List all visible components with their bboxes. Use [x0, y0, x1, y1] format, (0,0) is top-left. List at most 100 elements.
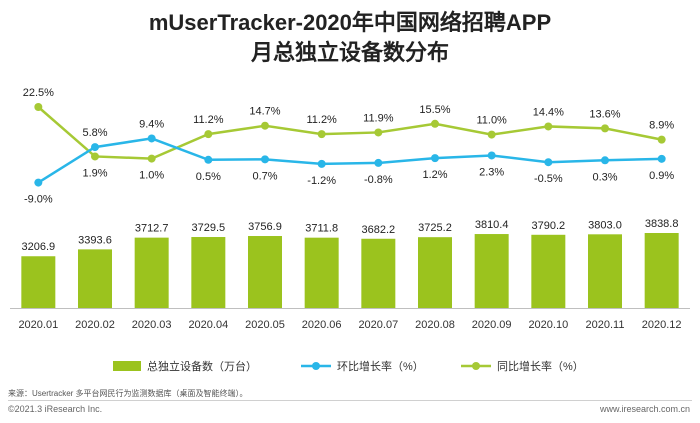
mom-point	[657, 154, 666, 163]
footer-divider	[8, 400, 692, 401]
yoy-value-label: 11.2%	[306, 114, 337, 126]
yoy-point	[34, 103, 43, 111]
yoy-value-label: 1.9%	[82, 167, 107, 179]
mom-value-label: -0.5%	[534, 173, 563, 185]
yoy-point	[147, 154, 156, 163]
legend-yoy-label: 同比增长率（%）	[497, 359, 584, 373]
mom-point	[431, 154, 439, 163]
bar	[588, 234, 622, 308]
yoy-point	[91, 152, 99, 161]
mom-value-label: 0.3%	[592, 171, 617, 183]
bar	[304, 237, 339, 308]
x-tick-label: 2020.09	[472, 319, 512, 331]
yoy-value-label: 22.5%	[23, 87, 54, 99]
mom-value-label: 2.3%	[479, 166, 504, 178]
yoy-point	[601, 124, 609, 133]
bar	[361, 238, 396, 308]
yoy-value-label: 13.6%	[589, 108, 620, 120]
yoy-point	[317, 130, 326, 139]
x-tick-label: 2020.11	[586, 319, 625, 331]
chart-title-line2: 月总独立设备数分布	[250, 40, 449, 65]
yoy-value-label: 11.9%	[363, 112, 394, 124]
yoy-point	[657, 135, 666, 144]
mom-line	[37, 137, 662, 184]
mom-point	[261, 155, 269, 164]
yoy-value-label: 8.9%	[649, 120, 674, 132]
legend-yoy-marker	[472, 362, 480, 370]
yoy-value-label: 11.0%	[476, 115, 507, 127]
yoy-line	[37, 106, 662, 160]
bar	[134, 237, 169, 308]
mom-point	[601, 156, 609, 165]
chart-title-line1: mUserTracker-2020年中国网络招聘APP	[148, 10, 552, 35]
source-note: 来源：Usertracker 多平台网民行为监测数据库（桌面及智能终端）。	[8, 389, 248, 398]
bar-value-label: 3810.4	[475, 219, 509, 231]
mom-value-label: 5.8%	[82, 127, 107, 139]
yoy-value-label: 14.7%	[249, 106, 280, 118]
legend-mom-label: 环比增长率（%）	[337, 359, 424, 373]
yoy-value-label: 1.0%	[139, 170, 164, 182]
bar	[78, 249, 112, 308]
yoy-point	[544, 122, 553, 131]
yoy-point	[261, 121, 269, 130]
bar-value-label: 3711.8	[305, 223, 338, 235]
mom-value-label: -9.0%	[24, 194, 53, 206]
bar	[21, 256, 56, 308]
yoy-point	[431, 119, 439, 128]
bar-value-label: 3725.2	[418, 222, 452, 234]
mom-point	[374, 158, 383, 167]
bar-value-label: 3803.0	[588, 219, 622, 231]
bar-value-label: 3838.8	[645, 218, 679, 230]
bar-value-label: 3712.7	[135, 223, 169, 235]
bar-value-label: 3729.5	[192, 222, 226, 234]
mom-value-label: 1.2%	[422, 169, 447, 181]
mom-value-label: -1.2%	[307, 175, 336, 187]
bar-value-label: 3790.2	[532, 220, 566, 232]
mom-value-label: 0.5%	[196, 171, 221, 183]
bar	[474, 234, 509, 308]
bar-value-label: 3682.2	[362, 224, 396, 236]
website-text: www.iresearch.com.cn	[599, 404, 690, 414]
legend-bar-swatch	[113, 361, 141, 371]
mom-point	[487, 151, 496, 160]
yoy-value-label: 14.4%	[533, 106, 564, 118]
yoy-point	[374, 128, 383, 137]
bar-value-label: 3393.6	[78, 234, 112, 246]
yoy-value-label: 15.5%	[419, 104, 450, 116]
mom-value-label: -0.8%	[364, 174, 393, 186]
x-tick-label: 2020.04	[188, 319, 228, 331]
x-tick-label: 2020.10	[528, 319, 568, 331]
yoy-value-label: 11.2%	[193, 114, 224, 126]
mom-point	[34, 178, 43, 187]
x-tick-label: 2020.01	[18, 319, 58, 331]
copyright-text: ©2021.3 iResearch Inc.	[8, 404, 103, 414]
mom-value-label: 9.4%	[139, 118, 164, 130]
mom-value-label: 0.7%	[252, 170, 277, 182]
bar	[531, 234, 566, 308]
mom-point	[204, 155, 213, 164]
mom-point	[544, 158, 553, 167]
x-tick-label: 2020.05	[245, 319, 285, 331]
legend-mom-marker	[312, 362, 320, 370]
mom-point	[147, 134, 156, 143]
yoy-point	[487, 130, 496, 139]
mom-point	[317, 159, 326, 168]
x-tick-label: 2020.03	[132, 319, 172, 331]
bar	[418, 237, 452, 308]
bar	[248, 236, 282, 308]
bar-value-label: 3206.9	[22, 241, 56, 253]
bar-value-label: 3756.9	[248, 221, 282, 233]
x-tick-label: 2020.08	[415, 319, 455, 331]
x-tick-label: 2020.07	[358, 319, 398, 331]
bar	[191, 237, 226, 308]
mom-point	[91, 143, 99, 152]
chart-title: mUserTracker-2020年中国网络招聘APP 月总独立设备数分布	[0, 8, 700, 68]
x-tick-label: 2020.12	[642, 319, 682, 331]
legend-bar-label: 总独立设备数（万台）	[147, 359, 257, 373]
x-tick-label: 2020.06	[302, 319, 342, 331]
yoy-point	[204, 130, 213, 139]
mom-value-label: 0.9%	[649, 170, 674, 182]
x-tick-label: 2020.02	[75, 319, 115, 331]
bar	[644, 233, 679, 308]
